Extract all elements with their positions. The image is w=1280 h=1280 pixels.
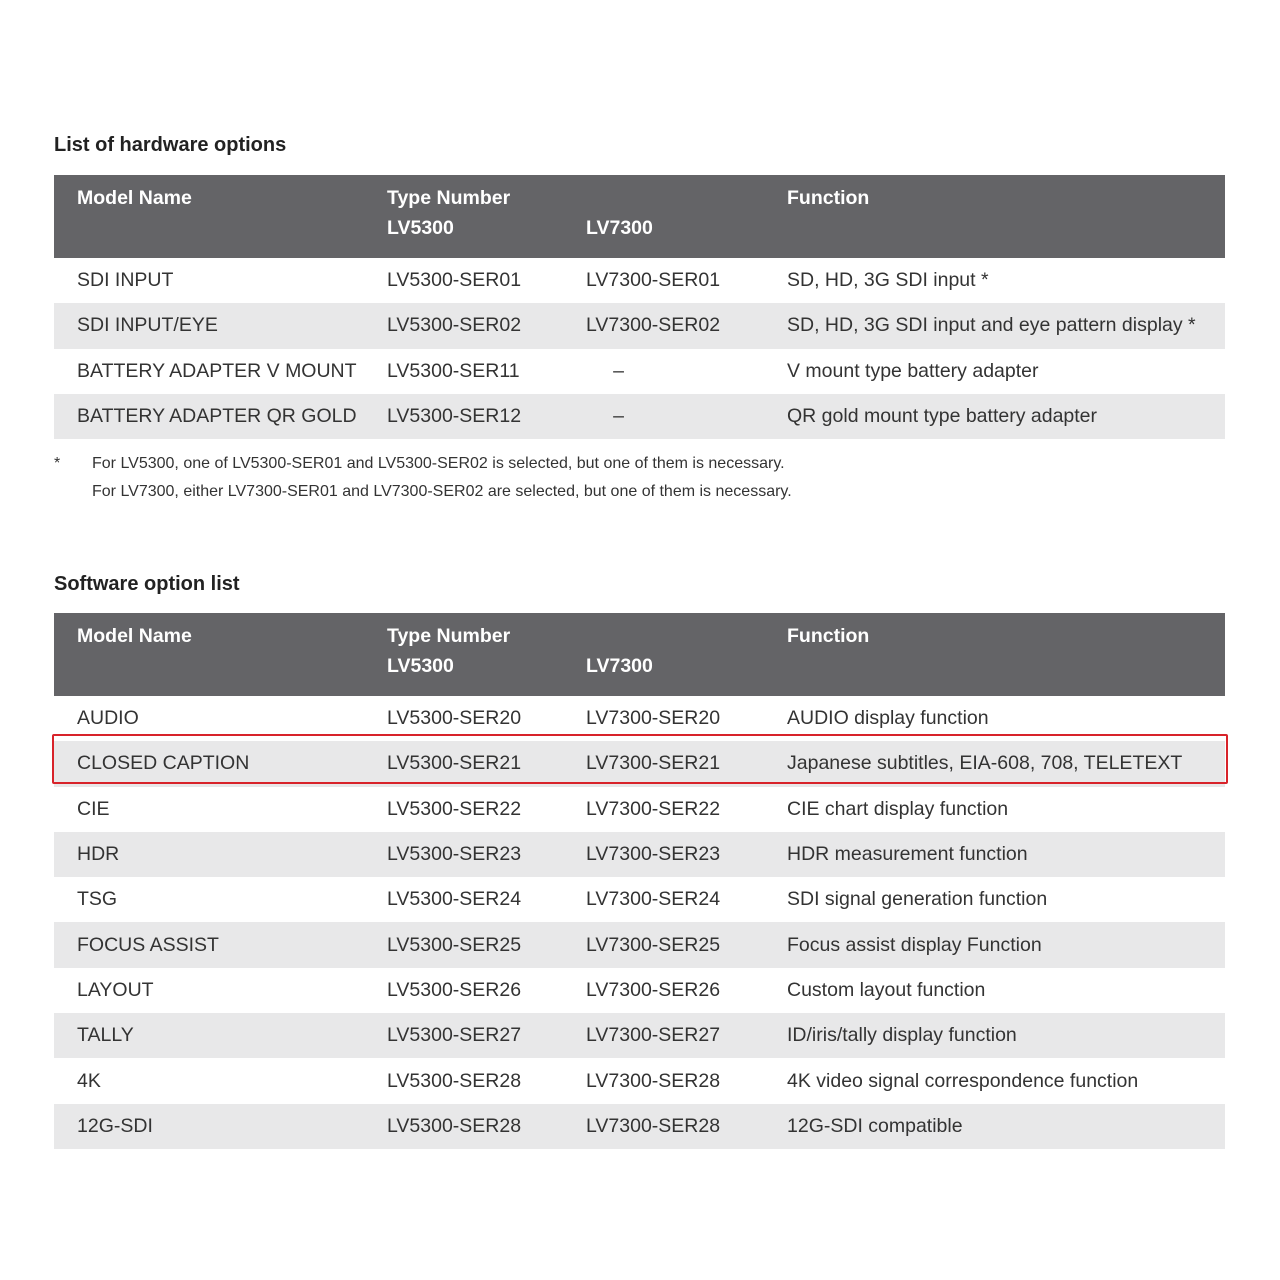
header-lv7300: LV7300 xyxy=(586,655,653,677)
function-cell: CIE chart display function xyxy=(787,797,1009,820)
model-name-cell: TSG xyxy=(77,888,118,911)
function-cell: Japanese subtitles, EIA-608, 708, TELETE… xyxy=(787,752,1183,775)
lv7300-type-cell: – xyxy=(613,359,624,382)
header-type-number: Type Number xyxy=(387,187,511,209)
lv5300-type-cell: LV5300-SER21 xyxy=(387,752,522,775)
lv5300-type-cell: LV5300-SER02 xyxy=(387,314,522,337)
lv7300-type-cell: LV7300-SER20 xyxy=(586,707,721,730)
table-row: AUDIO LV5300-SER20 LV7300-SER20 AUDIO displ… xyxy=(54,696,1225,741)
model-name-cell: SDI INPUT xyxy=(77,269,174,292)
table-row: BATTERY ADAPTER QR GOLD LV5300-SER12 – QR g… xyxy=(54,393,1225,440)
table-header-row: Model Name Type Number LV5300 LV7300 Func… xyxy=(54,613,1225,696)
software-section-title: Software option list xyxy=(54,573,240,595)
function-cell: SD, HD, 3G SDI input and eye pattern dis… xyxy=(787,314,1196,337)
lv7300-type-cell: – xyxy=(613,405,624,428)
header-model-name: Model Name xyxy=(77,187,192,209)
lv5300-type-cell: LV5300-SER25 xyxy=(387,933,522,956)
function-cell: 4K video signal correspondence function xyxy=(787,1069,1139,1092)
function-cell: V mount type battery adapter xyxy=(787,359,1039,382)
function-cell: SD, HD, 3G SDI input * xyxy=(787,269,989,292)
lv7300-type-cell: LV7300-SER27 xyxy=(586,1024,721,1047)
header-model-name: Model Name xyxy=(77,625,192,647)
lv5300-type-cell: LV5300-SER28 xyxy=(387,1114,522,1137)
lv5300-type-cell: LV5300-SER11 xyxy=(387,359,520,382)
footnote-line: For LV7300, either LV7300-SER01 and LV73… xyxy=(92,483,792,500)
lv7300-type-cell: LV7300-SER25 xyxy=(586,933,721,956)
function-cell: 12G-SDI compatible xyxy=(787,1114,963,1137)
table-row: 4K LV5300-SER28 LV7300-SER28 4K video signa… xyxy=(54,1058,1225,1103)
lv7300-type-cell: LV7300-SER28 xyxy=(586,1114,721,1137)
lv5300-type-cell: LV5300-SER12 xyxy=(387,405,522,428)
model-name-cell: 4K xyxy=(77,1069,101,1092)
lv5300-type-cell: LV5300-SER28 xyxy=(387,1069,522,1092)
lv5300-type-cell: LV5300-SER27 xyxy=(387,1024,522,1047)
hardware-section-title: List of hardware options xyxy=(54,134,287,156)
table-row: SDI INPUT LV5300-SER01 LV7300-SER01 SD, HD,… xyxy=(54,258,1225,303)
model-name-cell: CLOSED CAPTION xyxy=(77,752,250,775)
model-name-cell: FOCUS ASSIST xyxy=(77,933,219,956)
model-name-cell: 12G-SDI xyxy=(77,1114,153,1137)
function-cell: Custom layout function xyxy=(787,978,986,1001)
header-lv5300: LV5300 xyxy=(387,217,454,239)
model-name-cell: LAYOUT xyxy=(77,978,154,1001)
lv5300-type-cell: LV5300-SER22 xyxy=(387,797,522,820)
table-row: SDI INPUT/EYE LV5300-SER02 LV7300-SER02 SD,… xyxy=(54,303,1225,349)
model-name-cell: BATTERY ADAPTER V MOUNT xyxy=(77,359,357,382)
lv7300-type-cell: LV7300-SER28 xyxy=(586,1069,721,1092)
model-name-cell: BATTERY ADAPTER QR GOLD xyxy=(77,405,357,428)
table-row: 12G-SDI LV5300-SER28 LV7300-SER28 12G-SDI c… xyxy=(54,1103,1225,1149)
lv5300-type-cell: LV5300-SER23 xyxy=(387,843,522,866)
highlight-box-closed-caption xyxy=(52,734,1228,784)
header-function: Function xyxy=(787,625,870,647)
table-row: BATTERY ADAPTER V MOUNT LV5300-SER11 – V mo… xyxy=(54,349,1225,394)
header-type-number: Type Number xyxy=(387,625,511,647)
model-name-cell: TALLY xyxy=(77,1024,134,1047)
footnote-mark: * xyxy=(54,455,61,472)
table-header-row: Model Name Type Number LV5300 LV7300 Func… xyxy=(54,175,1225,258)
lv7300-type-cell: LV7300-SER02 xyxy=(586,314,721,337)
lv5300-type-cell: LV5300-SER20 xyxy=(387,707,522,730)
table-row: TALLY LV5300-SER27 LV7300-SER27 ID/iris/tal… xyxy=(54,1013,1225,1059)
table-row: CIE LV5300-SER22 LV7300-SER22 CIE chart dis… xyxy=(54,787,1225,832)
function-cell: AUDIO display function xyxy=(787,707,989,730)
function-cell: QR gold mount type battery adapter xyxy=(787,405,1098,428)
footnote-line: For LV5300, one of LV5300-SER01 and LV53… xyxy=(92,455,785,472)
model-name-cell: AUDIO xyxy=(77,707,139,730)
header-lv7300: LV7300 xyxy=(586,217,653,239)
header-function: Function xyxy=(787,187,870,209)
table-row: CLOSED CAPTION LV5300-SER21 LV7300-SER21 Ja… xyxy=(54,741,1225,787)
lv7300-type-cell: LV7300-SER26 xyxy=(586,978,721,1001)
table-row: FOCUS ASSIST LV5300-SER25 LV7300-SER25 Focu… xyxy=(54,922,1225,968)
lv5300-type-cell: LV5300-SER26 xyxy=(387,978,522,1001)
function-cell: SDI signal generation function xyxy=(787,888,1048,911)
table-row: HDR LV5300-SER23 LV7300-SER23 HDR measureme… xyxy=(54,831,1225,878)
header-lv5300: LV5300 xyxy=(387,655,454,677)
function-cell: Focus assist display Function xyxy=(787,933,1042,956)
lv5300-type-cell: LV5300-SER24 xyxy=(387,888,522,911)
footnote: * For LV5300, one of LV5300-SER01 and LV… xyxy=(54,450,792,506)
software-options-table: Model Name Type Number LV5300 LV7300 Func… xyxy=(54,613,1225,1149)
function-cell: HDR measurement function xyxy=(787,843,1028,866)
lv7300-type-cell: LV7300-SER01 xyxy=(586,269,721,292)
hardware-options-table: Model Name Type Number LV5300 LV7300 Func… xyxy=(54,175,1225,440)
lv7300-type-cell: LV7300-SER22 xyxy=(586,797,721,820)
lv7300-type-cell: LV7300-SER23 xyxy=(586,843,721,866)
table-row: TSG LV5300-SER24 LV7300-SER24 SDI signal ge… xyxy=(54,877,1225,922)
lv5300-type-cell: LV5300-SER01 xyxy=(387,269,522,292)
table-row: LAYOUT LV5300-SER26 LV7300-SER26 Custom lay… xyxy=(54,968,1225,1013)
model-name-cell: HDR xyxy=(77,843,120,866)
model-name-cell: CIE xyxy=(77,797,110,820)
model-name-cell: SDI INPUT/EYE xyxy=(77,314,218,337)
lv7300-type-cell: LV7300-SER21 xyxy=(586,752,721,775)
lv7300-type-cell: LV7300-SER24 xyxy=(586,888,721,911)
function-cell: ID/iris/tally display function xyxy=(787,1024,1017,1047)
